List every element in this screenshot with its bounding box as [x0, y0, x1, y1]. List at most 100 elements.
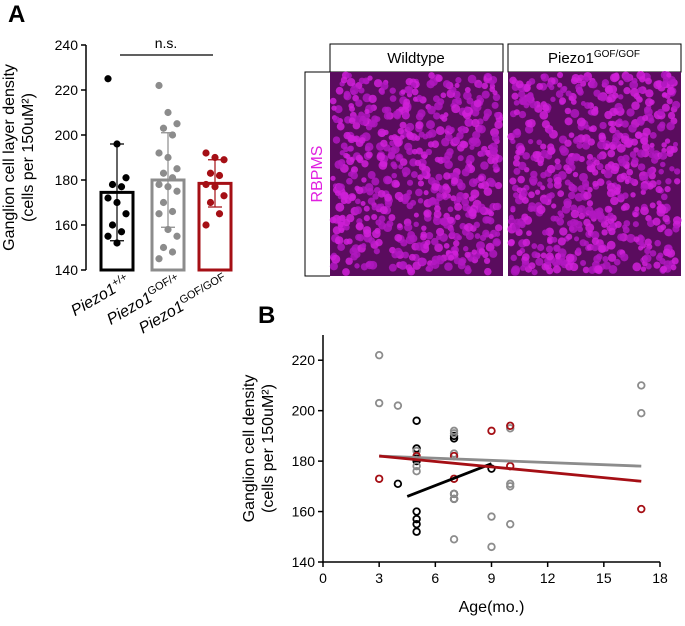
- cell: [641, 142, 650, 151]
- cell: [601, 79, 610, 87]
- cell: [442, 183, 450, 191]
- cell: [633, 147, 639, 153]
- cell: [457, 182, 466, 191]
- cell: [492, 163, 499, 170]
- cell: [367, 197, 375, 205]
- cell: [527, 118, 536, 128]
- cell: [643, 175, 649, 181]
- cell: [659, 121, 666, 129]
- cell: [612, 92, 619, 99]
- cell: [540, 73, 549, 82]
- cell: [474, 137, 480, 144]
- cell: [608, 265, 618, 274]
- cell: [436, 227, 445, 237]
- header-text: Piezo1: [548, 50, 594, 67]
- cell: [443, 212, 450, 220]
- cell: [475, 241, 485, 251]
- y-axis-label: (cells per 150uM²): [260, 384, 277, 513]
- cell: [427, 177, 436, 185]
- cell: [507, 239, 515, 247]
- significance-label: n.s.: [155, 35, 178, 51]
- cell: [531, 243, 538, 249]
- cell: [513, 109, 520, 116]
- cell: [649, 99, 655, 105]
- cell: [355, 154, 363, 162]
- cell: [402, 251, 410, 259]
- cell: [411, 88, 419, 96]
- cell: [523, 84, 531, 92]
- cell: [450, 86, 457, 93]
- cell: [494, 182, 503, 190]
- cell: [350, 166, 359, 174]
- cell: [484, 267, 492, 276]
- cell: [609, 126, 617, 134]
- cell: [415, 121, 424, 130]
- cell: [398, 106, 404, 113]
- cell: [485, 73, 491, 79]
- cell: [674, 178, 681, 185]
- data-point: [393, 479, 403, 489]
- cell: [645, 77, 652, 85]
- data-point: [449, 489, 459, 499]
- cell: [417, 198, 424, 204]
- cell: [570, 185, 578, 193]
- cell: [637, 163, 646, 171]
- cell: [604, 205, 612, 213]
- data-point: [449, 535, 459, 544]
- cell: [429, 197, 437, 205]
- data-point: [449, 429, 459, 438]
- cell: [342, 268, 350, 276]
- data-point: [506, 519, 515, 529]
- cell: [417, 180, 425, 187]
- data-point: [159, 169, 168, 177]
- cell: [479, 234, 487, 241]
- cell: [526, 230, 532, 237]
- cell: [572, 171, 579, 178]
- cell: [576, 117, 586, 127]
- cell: [430, 237, 439, 246]
- cell: [348, 102, 355, 109]
- cell: [508, 214, 514, 220]
- cell: [630, 88, 640, 97]
- cell: [554, 163, 562, 171]
- cell: [364, 108, 370, 114]
- cell: [490, 147, 498, 155]
- cell: [613, 187, 621, 195]
- panel-label: A: [8, 1, 25, 28]
- header-label: Wildtype: [387, 50, 445, 67]
- cell: [509, 76, 517, 85]
- data-point: [487, 542, 496, 552]
- cell: [610, 196, 619, 206]
- cell: [672, 216, 682, 225]
- cell: [586, 159, 593, 166]
- cell: [388, 263, 397, 272]
- cell: [531, 251, 539, 259]
- cell: [521, 253, 530, 261]
- data-point: [374, 474, 384, 483]
- trend-line: [406, 462, 493, 498]
- cell: [448, 254, 455, 261]
- data-point: [155, 180, 163, 189]
- cell: [413, 221, 419, 228]
- cell: [435, 173, 443, 181]
- data-point: [412, 446, 421, 456]
- cell: [371, 213, 378, 221]
- cell: [414, 159, 422, 167]
- cell: [640, 266, 647, 272]
- cell: [464, 251, 471, 258]
- cell: [577, 185, 586, 193]
- cell: [557, 237, 566, 246]
- cell: [568, 224, 578, 234]
- cell: [606, 182, 616, 192]
- cell: [575, 247, 582, 253]
- cell: [626, 108, 635, 117]
- cell: [512, 159, 520, 167]
- cell: [335, 183, 344, 191]
- cell: [353, 206, 362, 215]
- cell: [461, 168, 470, 177]
- cell: [363, 205, 370, 212]
- cell: [640, 137, 649, 145]
- cell: [391, 172, 398, 179]
- cell: [667, 111, 676, 120]
- cell: [637, 149, 646, 158]
